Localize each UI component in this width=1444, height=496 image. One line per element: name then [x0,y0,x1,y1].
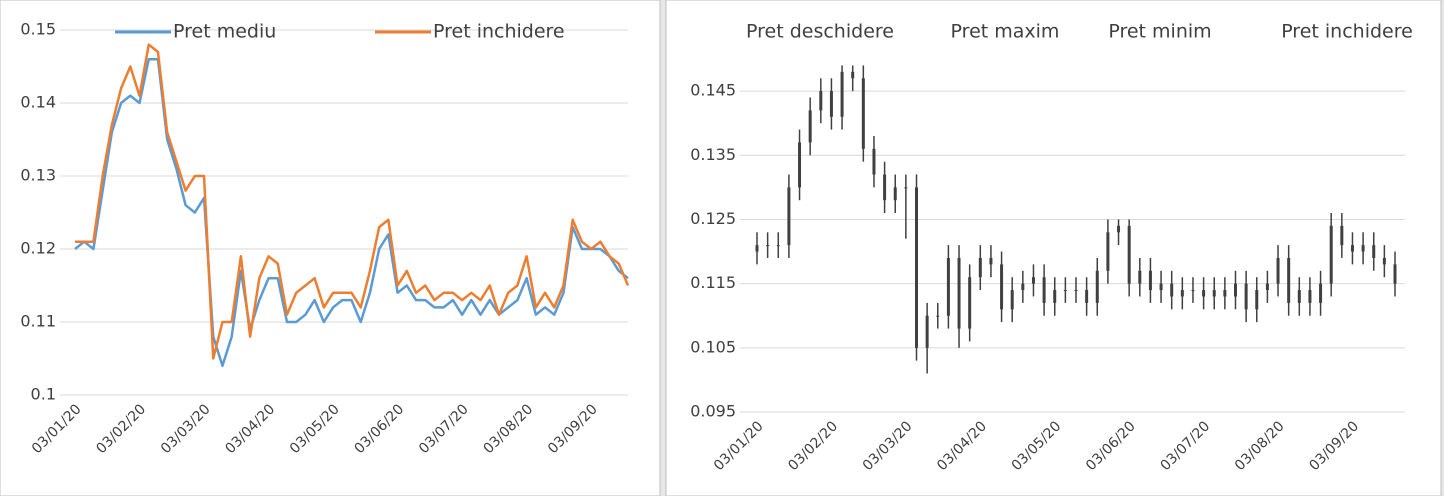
candle-body [1202,290,1206,297]
candle-body [904,187,908,189]
candle-body [1031,277,1035,284]
y-tick-label: 0.1 [31,385,56,404]
candle-body [1255,290,1259,310]
candle-body [1329,225,1333,284]
legend-label: Pret mediu [173,21,276,43]
candle-body [1308,290,1312,303]
candle-body [1297,290,1301,303]
candle-body [861,78,865,149]
y-tick-label: 0.145 [690,81,736,100]
candle-body [1053,290,1057,303]
candle-body [1138,270,1142,284]
candle-body [1000,264,1004,310]
candle-body [915,187,918,348]
candle-body [1180,290,1184,297]
candle-body [1382,257,1386,265]
y-tick-label: 0.14 [20,93,56,112]
candle-body [1095,270,1099,303]
candle-body [1361,245,1365,252]
candle-body [946,257,950,316]
candle-body [1372,245,1376,258]
y-tick-label: 0.115 [690,273,736,292]
candle-body [1106,232,1110,271]
candle-body [957,257,961,329]
candle-body [798,142,802,188]
y-tick-label: 0.095 [690,402,736,421]
candle-body [989,257,993,265]
legend-label: Pret maxim [951,21,1060,43]
legend-label: Pret deschidere [746,21,894,43]
candle-body [819,91,823,111]
candle-body [776,245,780,247]
legend-label: Pret inchidere [433,21,565,43]
candle-body [872,148,876,175]
candle-body [1223,290,1227,297]
candle-body [1234,283,1237,297]
y-tick-label: 0.125 [690,209,736,228]
left-panel [0,0,661,496]
candle-body [1021,283,1025,291]
candle-body [1350,245,1354,252]
candle-body [1148,270,1152,291]
candle-body [1276,257,1280,284]
candle-body [925,315,929,348]
candle-body [936,315,940,317]
y-tick-label: 0.12 [20,239,56,258]
candle-body [968,277,972,329]
y-tick-label: 0.13 [20,166,56,185]
candle-body [1085,290,1089,303]
y-tick-label: 0.11 [20,312,56,331]
candle-body [787,187,791,246]
candle-body [1074,290,1078,292]
candle-body [1319,283,1323,303]
candle-body [1063,290,1067,292]
candle-body [1191,290,1195,292]
candle-body [1393,264,1397,284]
y-tick-label: 0.15 [20,20,56,39]
legend-label: Pret inchidere [1281,21,1413,43]
legend-label: Pret minim [1108,21,1211,43]
line-series [74,57,629,368]
candle-body [1117,225,1121,233]
candle-body [1340,225,1344,246]
candle-body [1212,290,1216,297]
candle-body [829,91,833,117]
candle-body [1265,283,1269,291]
y-tick-label: 0.105 [690,337,736,356]
candle-body [1170,283,1174,297]
candle-body [893,187,897,201]
y-tick-label: 0.135 [690,145,736,164]
candle-body [1287,257,1291,303]
candle-body [808,110,812,143]
candle-body [1127,225,1131,284]
candle-body [766,245,770,247]
candle-body [978,257,982,278]
candle-body [1244,283,1248,310]
candle-body [1010,290,1014,310]
candle-body [883,174,887,201]
candle-body [1042,277,1046,303]
candle-body [755,245,759,252]
candle-body [840,71,844,117]
candle-body [1159,283,1163,291]
right-panel [665,0,1442,496]
candle-body [851,71,855,79]
line-series [75,43,630,360]
